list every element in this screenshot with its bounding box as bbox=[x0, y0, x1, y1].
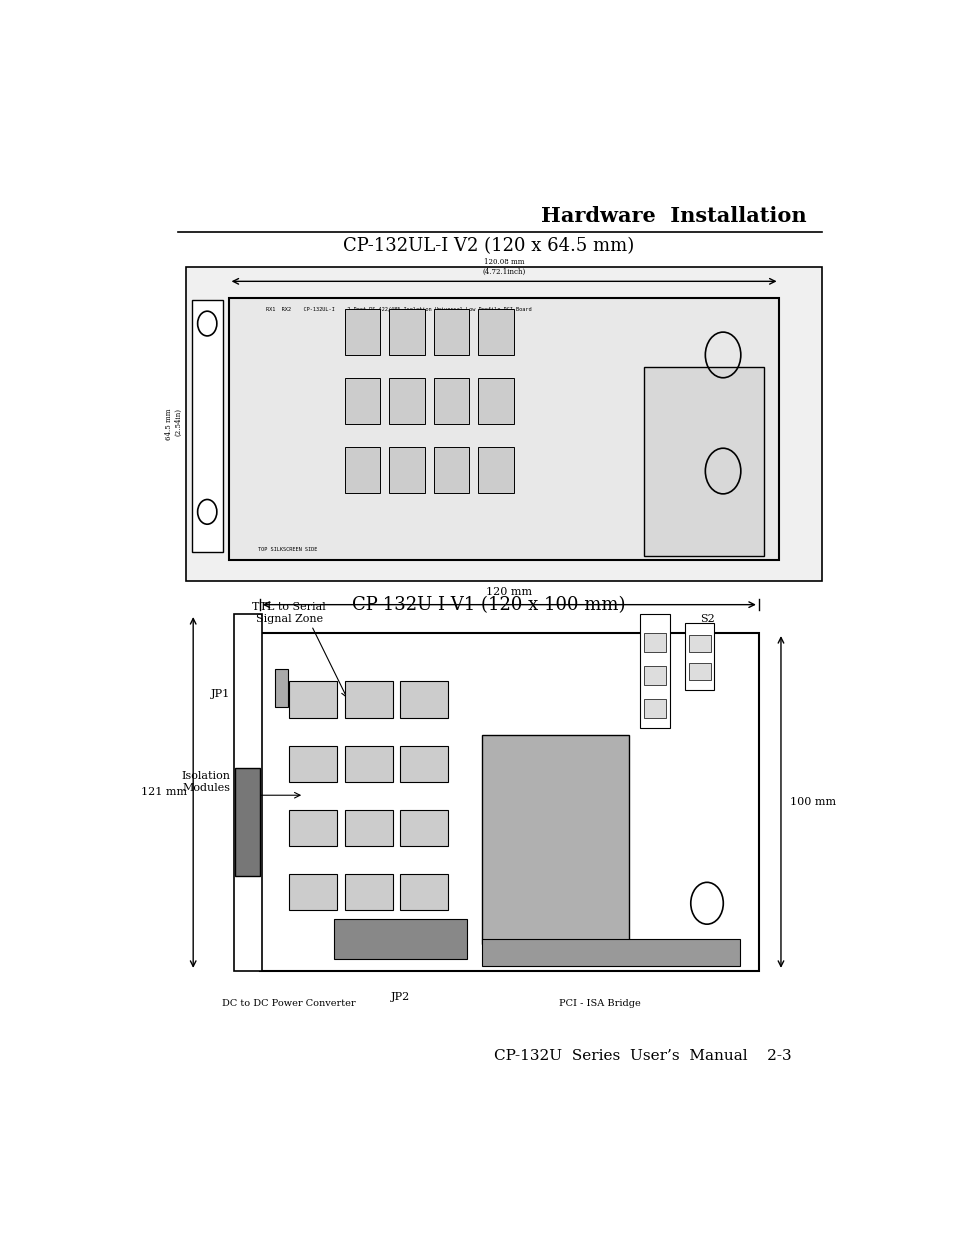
Bar bbox=[400, 682, 448, 718]
Bar bbox=[344, 874, 393, 910]
Bar bbox=[289, 682, 337, 718]
Text: 120.08 mm
(4.72.1inch): 120.08 mm (4.72.1inch) bbox=[482, 258, 525, 275]
Bar bbox=[344, 309, 380, 354]
Text: PCI - ISA Bridge: PCI - ISA Bridge bbox=[558, 999, 640, 1008]
Bar bbox=[344, 810, 393, 846]
Text: CP-132UL-I V2 (120 x 64.5 mm): CP-132UL-I V2 (120 x 64.5 mm) bbox=[343, 237, 634, 254]
Bar bbox=[229, 299, 779, 559]
Text: TOP SILKSCREEN SIDE: TOP SILKSCREEN SIDE bbox=[258, 547, 317, 552]
Text: CP-132U  Series  User’s  Manual    2-3: CP-132U Series User’s Manual 2-3 bbox=[494, 1049, 791, 1063]
Bar bbox=[289, 874, 337, 910]
Bar bbox=[684, 624, 714, 689]
Text: TTL to Serial
Signal Zone: TTL to Serial Signal Zone bbox=[253, 603, 326, 624]
Bar bbox=[643, 699, 665, 719]
Bar bbox=[334, 919, 466, 960]
Bar bbox=[434, 378, 469, 424]
Bar bbox=[400, 746, 448, 782]
Text: Hardware  Installation: Hardware Installation bbox=[540, 206, 806, 226]
Bar bbox=[192, 300, 223, 552]
Bar bbox=[289, 810, 337, 846]
Bar bbox=[344, 447, 380, 493]
Bar bbox=[400, 810, 448, 846]
Bar bbox=[400, 874, 448, 910]
Text: 64.5 mm
(2.54in): 64.5 mm (2.54in) bbox=[165, 409, 182, 440]
Bar bbox=[274, 669, 288, 708]
Bar bbox=[344, 378, 380, 424]
Bar bbox=[434, 447, 469, 493]
Text: 120 mm: 120 mm bbox=[486, 587, 532, 597]
Text: S1: S1 bbox=[647, 614, 662, 624]
Bar bbox=[639, 614, 669, 727]
Bar bbox=[688, 663, 710, 680]
Bar bbox=[481, 735, 629, 944]
Bar bbox=[389, 447, 424, 493]
Bar bbox=[235, 768, 259, 877]
Bar bbox=[344, 746, 393, 782]
Bar bbox=[477, 309, 514, 354]
Bar bbox=[289, 746, 337, 782]
Text: RX1  RX2    CP-132UL-I    2 Port RS-422/485 Isolation Universal Low Profile PCI : RX1 RX2 CP-132UL-I 2 Port RS-422/485 Iso… bbox=[265, 306, 531, 311]
Bar bbox=[643, 632, 665, 652]
Bar bbox=[688, 635, 710, 652]
Bar bbox=[481, 940, 740, 966]
Bar bbox=[344, 682, 393, 718]
Bar bbox=[389, 378, 424, 424]
Bar bbox=[233, 614, 262, 971]
Text: CP-132U-I V1 (120 x 100 mm): CP-132U-I V1 (120 x 100 mm) bbox=[352, 597, 625, 614]
Text: JP1: JP1 bbox=[211, 689, 230, 699]
Bar bbox=[389, 309, 424, 354]
Bar bbox=[477, 447, 514, 493]
Text: 100 mm: 100 mm bbox=[789, 797, 835, 806]
Bar bbox=[643, 368, 763, 556]
Text: S2: S2 bbox=[699, 614, 714, 624]
Bar bbox=[259, 634, 758, 971]
Text: DC to DC Power Converter: DC to DC Power Converter bbox=[222, 999, 355, 1008]
Text: JP2: JP2 bbox=[390, 992, 410, 1002]
Bar bbox=[477, 378, 514, 424]
Bar bbox=[643, 666, 665, 685]
Bar bbox=[186, 267, 821, 580]
Text: 121 mm: 121 mm bbox=[141, 788, 187, 798]
Text: Isolation
Modules: Isolation Modules bbox=[181, 771, 230, 793]
Bar bbox=[434, 309, 469, 354]
